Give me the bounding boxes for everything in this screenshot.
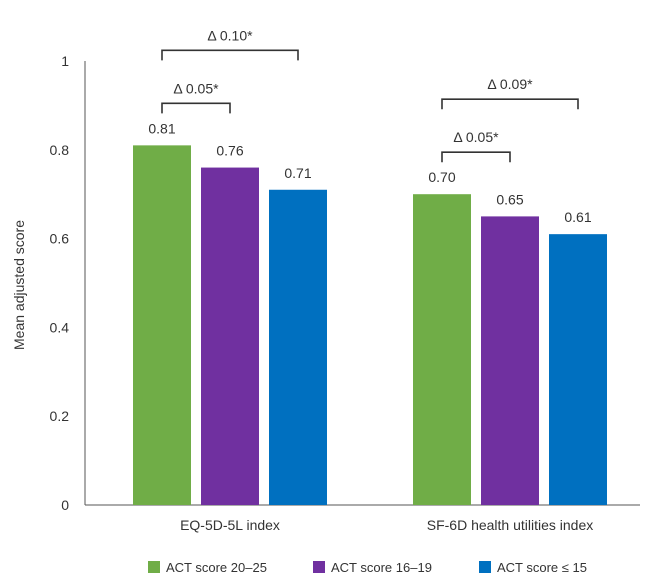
legend-item: ACT score ≤ 15 — [479, 560, 587, 575]
y-tick-label: 0.8 — [50, 142, 70, 158]
comparison-annotations: Δ 0.10* Δ 0.05* Δ 0.09* Δ 0.05* — [161, 27, 579, 163]
comparison-bracket: Δ 0.10* — [161, 27, 299, 61]
comparison-label: Δ 0.05* — [173, 80, 219, 96]
comparison-bracket: Δ 0.05* — [441, 129, 511, 163]
data-label: 0.71 — [284, 165, 311, 181]
comparison-bracket: Δ 0.05* — [161, 80, 231, 114]
legend-swatch — [313, 561, 325, 573]
y-tick-label: 0 — [61, 497, 69, 513]
comparison-label: Δ 0.10* — [207, 27, 253, 43]
legend-label: ACT score ≤ 15 — [497, 560, 587, 575]
data-label: 0.70 — [428, 169, 455, 185]
data-label: 0.61 — [564, 209, 591, 225]
data-label: 0.81 — [148, 120, 175, 136]
bar — [133, 145, 191, 506]
legend-label: ACT score 16–19 — [331, 560, 432, 575]
y-tick-label: 1 — [61, 53, 69, 69]
bracket-line — [161, 49, 299, 61]
data-label: 0.65 — [496, 191, 523, 207]
bar — [201, 167, 259, 505]
bar — [269, 189, 327, 505]
legend-label: ACT score 20–25 — [166, 560, 267, 575]
y-axis-label: Mean adjusted score — [11, 220, 27, 350]
bar — [481, 216, 539, 505]
comparison-label: Δ 0.09* — [487, 76, 533, 92]
y-tick-label: 0.4 — [50, 319, 70, 335]
x-category-label: EQ-5D-5L index — [180, 517, 280, 533]
legend-item: ACT score 16–19 — [313, 560, 432, 575]
bracket-line — [161, 102, 231, 114]
bracket-line — [441, 98, 579, 110]
bracket-line — [441, 151, 511, 163]
legend: ACT score 20–25 ACT score 16–19 ACT score … — [148, 560, 587, 575]
comparison-bracket: Δ 0.09* — [441, 76, 579, 110]
legend-swatch — [479, 561, 491, 573]
bars: 0.81 0.70 0.76 0.65 0.71 0.61 — [133, 120, 607, 506]
data-label: 0.76 — [216, 143, 243, 159]
bar — [549, 234, 607, 505]
legend-item: ACT score 20–25 — [148, 560, 267, 575]
y-tick-label: 0.2 — [50, 408, 70, 424]
x-category-label: SF-6D health utilities index — [427, 517, 594, 533]
bar — [413, 194, 471, 505]
y-tick-label: 0.6 — [50, 231, 70, 247]
comparison-label: Δ 0.05* — [453, 129, 499, 145]
legend-swatch — [148, 561, 160, 573]
